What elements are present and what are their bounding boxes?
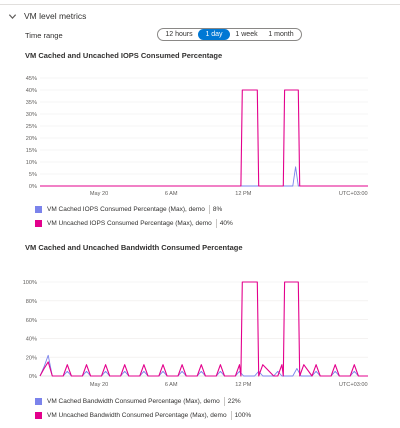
x-tick-label: 12 PM bbox=[235, 382, 252, 388]
legend-separator bbox=[230, 411, 232, 420]
legend-value: 40% bbox=[219, 220, 233, 227]
x-tick-label: 6 AM bbox=[165, 191, 178, 197]
y-tick-label: 45% bbox=[26, 76, 37, 82]
legend-separator bbox=[223, 397, 225, 406]
y-tick-label: 30% bbox=[26, 112, 37, 118]
iops-legend-uncached[interactable]: VM Uncached IOPS Consumed Percentage (Ma… bbox=[35, 219, 233, 228]
y-tick-label: 35% bbox=[26, 100, 37, 106]
x-tick-label: May 20 bbox=[90, 382, 108, 388]
legend-label: VM Cached IOPS Consumed Percentage (Max)… bbox=[47, 206, 205, 213]
top-divider bbox=[0, 4, 400, 5]
series-line-uncached bbox=[39, 281, 368, 377]
legend-swatch bbox=[35, 220, 42, 227]
y-tick-label: 40% bbox=[26, 337, 37, 343]
timezone-label: UTC+03:00 bbox=[339, 382, 368, 388]
bandwidth-legend-cached[interactable]: VM Cached Bandwidth Consumed Percentage … bbox=[35, 397, 241, 406]
bandwidth-legend-uncached[interactable]: VM Uncached Bandwidth Consumed Percentag… bbox=[35, 411, 251, 420]
legend-value: 8% bbox=[212, 206, 223, 213]
y-tick-label: 80% bbox=[26, 299, 37, 305]
legend-value: 100% bbox=[234, 412, 252, 419]
y-tick-label: 25% bbox=[26, 124, 37, 130]
legend-label: VM Uncached Bandwidth Consumed Percentag… bbox=[47, 412, 227, 419]
series-line-cached bbox=[40, 166, 368, 187]
series-line-uncached bbox=[40, 89, 368, 187]
section-title: VM level metrics bbox=[24, 11, 87, 21]
legend-separator bbox=[215, 219, 217, 228]
x-tick-label: 6 AM bbox=[165, 382, 178, 388]
legend-swatch bbox=[35, 206, 42, 213]
y-tick-label: 100% bbox=[23, 280, 37, 286]
series-line-cached bbox=[39, 354, 368, 377]
bandwidth-line-chart: 0% 20% 40% 60% 80% 100% May 20 6 AM 12 PM UTC+03:… bbox=[23, 280, 368, 388]
time-range-option-1-week[interactable]: 1 week bbox=[235, 31, 258, 38]
iops-legend-cached[interactable]: VM Cached IOPS Consumed Percentage (Max)… bbox=[35, 205, 222, 214]
timezone-label: UTC+03:00 bbox=[339, 191, 368, 197]
section-header-vm-level-metrics[interactable]: VM level metrics bbox=[8, 8, 86, 24]
y-tick-label: 0% bbox=[29, 374, 37, 380]
time-range-option-1-month[interactable]: 1 month bbox=[268, 31, 294, 38]
legend-swatch bbox=[35, 398, 42, 405]
bandwidth-chart-title: VM Cached and Uncached Bandwidth Consume… bbox=[25, 243, 243, 252]
y-tick-label: 10% bbox=[26, 160, 37, 166]
legend-swatch bbox=[35, 412, 42, 419]
y-tick-label: 15% bbox=[26, 148, 37, 154]
iops-line-chart: 0% 5% 10% 15% 20% 25% 30% 35% 40% 45% May 20 6 AM 12… bbox=[26, 76, 368, 197]
y-tick-label: 20% bbox=[26, 355, 37, 361]
x-tick-label: May 20 bbox=[90, 191, 108, 197]
y-tick-label: 5% bbox=[29, 172, 37, 178]
y-tick-label: 40% bbox=[26, 88, 37, 94]
time-range-option-1-day[interactable]: 1 day bbox=[198, 29, 230, 40]
x-tick-label: 12 PM bbox=[235, 191, 252, 197]
chevron-down-icon bbox=[8, 13, 17, 19]
time-range-option-12-hours[interactable]: 12 hours bbox=[165, 31, 193, 38]
iops-chart-title: VM Cached and Uncached IOPS Consumed Per… bbox=[25, 51, 223, 60]
time-range-selector: 12 hours 1 day 1 week 1 month bbox=[157, 28, 302, 41]
time-range-label: Time range bbox=[25, 31, 63, 40]
legend-value: 22% bbox=[227, 398, 241, 405]
y-tick-label: 20% bbox=[26, 136, 37, 142]
y-tick-label: 0% bbox=[29, 184, 37, 190]
y-tick-label: 60% bbox=[26, 318, 37, 324]
legend-label: VM Cached Bandwidth Consumed Percentage … bbox=[47, 398, 220, 405]
legend-separator bbox=[208, 205, 210, 214]
legend-label: VM Uncached IOPS Consumed Percentage (Ma… bbox=[47, 220, 212, 227]
